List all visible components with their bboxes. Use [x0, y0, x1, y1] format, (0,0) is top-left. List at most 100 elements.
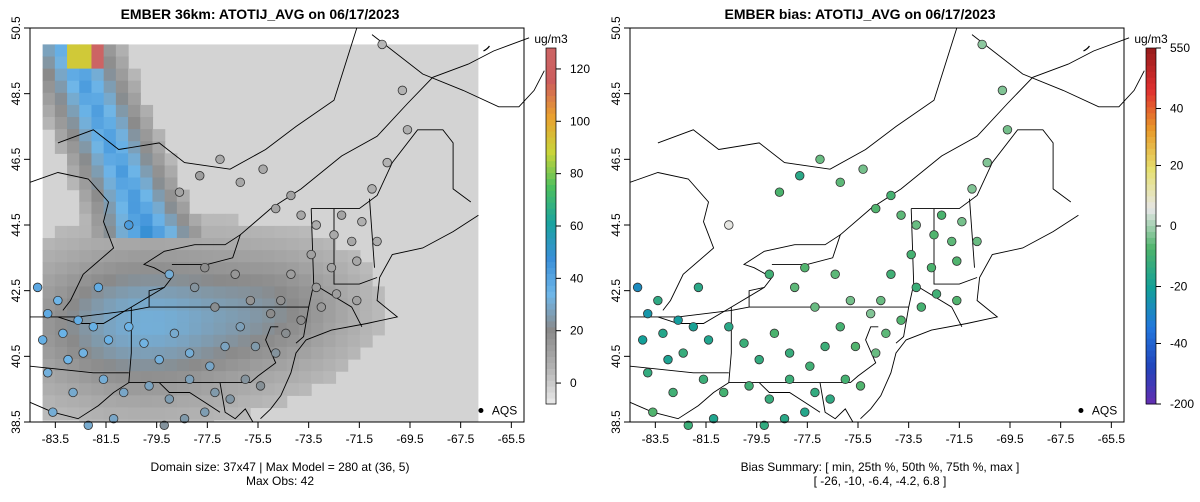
model-grid-cell: [140, 117, 154, 130]
station-bias-marker: [800, 407, 810, 417]
bias-colorbar-segment: [1146, 243, 1156, 251]
left-boundary-line: [128, 307, 279, 384]
model-grid-cell: [201, 274, 215, 288]
model-grid-cell: [237, 395, 251, 409]
right-y-tick-label: 50.5: [609, 16, 623, 40]
model-grid-cell: [79, 104, 93, 118]
right-x-tick-label: -67.5: [1047, 432, 1075, 446]
right-boundary-line: [728, 307, 879, 384]
bias-colorbar-segment: [1146, 101, 1156, 108]
station-marker: [271, 203, 281, 214]
model-grid-cell: [103, 383, 117, 396]
bias-colorbar-segment: [1146, 344, 1156, 352]
station-marker: [367, 184, 377, 194]
model-colorbar-segment: [546, 65, 556, 73]
bias-colorbar-segment: [1146, 160, 1156, 168]
station-marker: [336, 210, 347, 220]
station-bias-marker: [871, 203, 881, 214]
bias-caption-line1: Bias Summary: [ min, 25th %, 50th %, 75t…: [740, 460, 1020, 474]
right-legend-label: AQS: [1092, 404, 1117, 418]
model-grid-cell: [311, 371, 324, 384]
right-boundary-line: [860, 214, 1079, 420]
bias-colorbar-segment: [1146, 368, 1156, 375]
model-grid-cell: [189, 395, 202, 409]
model-grid-cell: [335, 262, 349, 275]
model-grid-cell: [54, 250, 68, 263]
model-grid-cell: [79, 334, 93, 348]
model-grid-cell: [79, 117, 93, 130]
model-grid-cell: [67, 286, 80, 300]
model-colorbar-tick-label: 120: [570, 62, 590, 76]
model-grid-cell: [286, 346, 300, 360]
model-grid-cell: [67, 225, 80, 239]
model-grid-cell: [115, 56, 129, 70]
model-colorbar-segment: [546, 142, 556, 150]
model-grid-cell: [79, 250, 93, 263]
model-grid-cell: [91, 250, 105, 263]
model-grid-cell: [79, 298, 93, 312]
bias-colorbar-segment: [1146, 59, 1156, 67]
model-grid-cell: [140, 189, 154, 203]
model-grid-cell: [42, 104, 56, 118]
model-colorbar-segment: [546, 107, 556, 114]
model-grid-cell: [286, 334, 300, 348]
left-boundary-line: [29, 172, 115, 311]
model-grid-cell: [189, 419, 202, 422]
model-grid-cell: [237, 286, 251, 300]
station-bias-marker: [845, 295, 856, 306]
left-boundary-line: [219, 382, 254, 423]
station-bias-marker: [886, 269, 896, 279]
bias-colorbar-segment: [1146, 303, 1156, 310]
model-grid-cell: [347, 346, 361, 360]
station-bias-marker: [648, 407, 658, 417]
model-grid-cell: [79, 189, 93, 203]
model-colorbar-segment: [546, 368, 556, 375]
model-grid-cell: [164, 153, 178, 167]
station-marker: [296, 210, 306, 220]
model-grid-cell: [201, 419, 215, 422]
model-grid-cell: [213, 250, 227, 263]
model-colorbar-segment: [546, 77, 556, 85]
station-bias-marker: [724, 220, 734, 230]
model-grid-cell: [140, 407, 154, 421]
station-marker: [124, 322, 134, 332]
model-colorbar-segment: [546, 154, 556, 162]
model-grid-cell: [42, 80, 56, 94]
model-grid-cell: [91, 201, 105, 215]
model-grid-cell: [213, 213, 227, 227]
station-marker: [93, 282, 104, 293]
model-grid-cell: [225, 298, 239, 312]
bias-colorbar-segment: [1146, 71, 1156, 79]
model-grid-cell: [91, 213, 105, 227]
model-grid-cell: [262, 250, 276, 263]
model-grid-cell: [128, 238, 141, 251]
model-grid-cell: [54, 117, 68, 130]
model-grid-cell: [201, 310, 215, 324]
bias-colorbar-segment: [1146, 297, 1156, 304]
model-colorbar-segment: [546, 226, 556, 233]
model-grid-cell: [225, 238, 239, 251]
model-colorbar-segment: [546, 315, 556, 322]
model-colorbar-segment: [546, 380, 556, 387]
station-marker: [58, 328, 68, 339]
bias-colorbar-segment: [1146, 231, 1156, 239]
bias-colorbar-segment: [1146, 220, 1156, 227]
model-grid-cell: [152, 238, 166, 251]
bias-colorbar-segment: [1146, 77, 1156, 85]
bias-colorbar-segment: [1146, 184, 1156, 191]
model-grid-cell: [152, 407, 166, 421]
left-coast-mark: [483, 45, 490, 52]
station-marker: [144, 381, 154, 391]
model-grid-cell: [115, 80, 129, 94]
model-grid-cell: [115, 310, 129, 324]
model-grid-cell: [67, 395, 80, 409]
model-grid-cell: [115, 371, 129, 384]
station-bias-marker: [876, 295, 886, 306]
model-grid-cell: [237, 334, 251, 348]
model-grid-cell: [311, 346, 324, 360]
bias-colorbar-segment: [1146, 48, 1156, 55]
model-caption-line2: Max Obs: 42: [245, 474, 315, 488]
model-grid-cell: [91, 346, 105, 360]
model-grid-cell: [311, 322, 324, 336]
station-bias-marker: [698, 374, 709, 385]
